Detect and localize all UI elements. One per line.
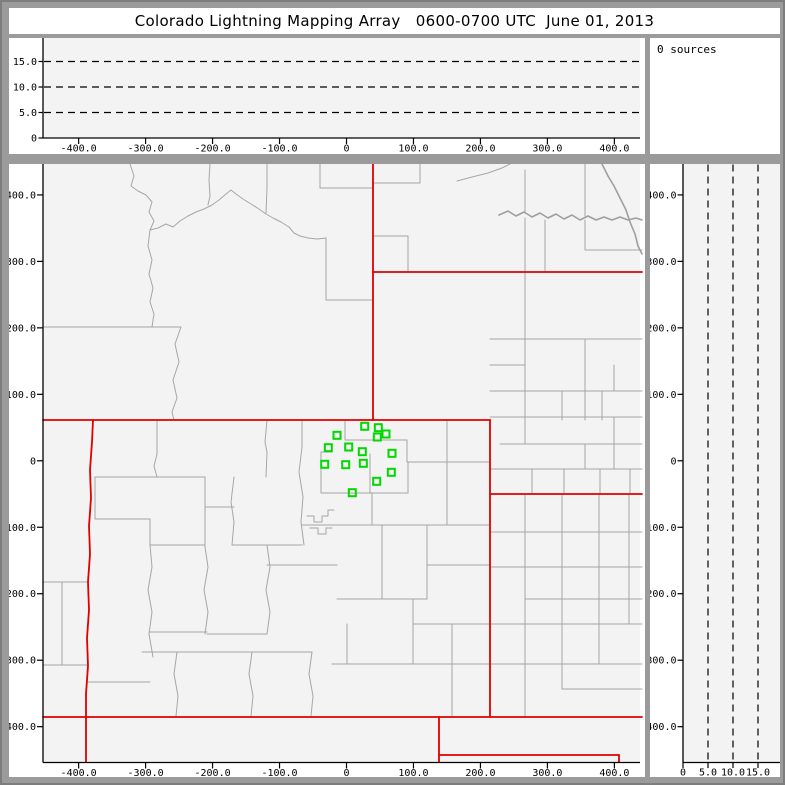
map-x-tick-label: -100.0 xyxy=(261,768,297,777)
lma-station-marker xyxy=(360,421,370,431)
map-y-tick-label: 100.0 xyxy=(9,390,36,401)
map-x-tick-label: -300.0 xyxy=(128,768,164,777)
lma-station-marker xyxy=(344,442,354,452)
map-y-tick-label: 0 xyxy=(30,456,36,467)
ns-tick-label: -400.0 xyxy=(650,722,677,733)
county-border xyxy=(129,164,327,240)
altitude-ew-panel: 0 5.0 10.0 15.0 -400.0 -300.0 -200.0 -100.0 0 100… xyxy=(9,38,645,154)
map-x-tick-label: -200.0 xyxy=(194,768,230,777)
altitude-ew-plot[interactable]: 0 5.0 10.0 15.0 -400.0 -300.0 -200.0 -100.0 0 100… xyxy=(9,38,645,154)
county-border xyxy=(203,546,209,635)
map-y-tick-label: -400.0 xyxy=(9,722,36,733)
county-border xyxy=(230,476,235,546)
ew-tick-label: 200.0 xyxy=(465,144,495,155)
lma-station-marker xyxy=(372,432,382,442)
lma-station-marker xyxy=(341,460,351,470)
ns-tick-label: 300.0 xyxy=(650,257,677,268)
ns-tick-label: -200.0 xyxy=(650,589,677,600)
ew-tick-label: -300.0 xyxy=(128,144,164,155)
county-border xyxy=(248,651,254,717)
title-bar: Colorado Lightning Mapping Array 0600-07… xyxy=(9,8,780,34)
alt-tick-label: 15.0 xyxy=(746,768,770,778)
ew-tick-label: 400.0 xyxy=(599,144,629,155)
map-x-tick-label: 0 xyxy=(343,768,349,777)
county-border xyxy=(207,164,211,206)
county-border xyxy=(265,544,271,635)
map-x-tick-label: 400.0 xyxy=(599,768,629,777)
county-border xyxy=(308,651,314,717)
lma-station-marker xyxy=(381,429,391,439)
county-border xyxy=(171,326,182,421)
lma-station-marker xyxy=(357,447,367,457)
county-border xyxy=(153,419,158,478)
county-border xyxy=(298,419,305,546)
county-border xyxy=(173,651,179,717)
lma-station-marker xyxy=(373,423,383,433)
map-x-tick-label: 100.0 xyxy=(398,768,428,777)
map-y-tick-label: -300.0 xyxy=(9,656,36,667)
alt-tick-label: 0 xyxy=(31,134,37,145)
alt-tick-label: 10.0 xyxy=(721,768,745,778)
lma-station-marker xyxy=(323,443,333,453)
river-line xyxy=(601,164,643,255)
ew-tick-label: 0 xyxy=(343,144,349,155)
county-border xyxy=(147,544,154,658)
river-line xyxy=(498,210,643,221)
plan-view-panel: 400.0 300.0 200.0 100.0 0 -100.0 -200.0 -300.0 -… xyxy=(9,164,645,777)
ns-tick-label: 400.0 xyxy=(650,190,677,201)
ns-tick-label: -100.0 xyxy=(650,523,677,534)
alt-tick-label: 15.0 xyxy=(13,57,37,68)
alt-tick-label: 5.0 xyxy=(19,108,37,119)
map-y-tick-label: 200.0 xyxy=(9,323,36,334)
map-x-tick-label: -400.0 xyxy=(61,768,97,777)
state-border xyxy=(85,419,94,763)
lma-station-marker xyxy=(372,476,382,486)
page-title: Colorado Lightning Mapping Array 0600-07… xyxy=(134,12,655,30)
ns-tick-label: 0 xyxy=(670,456,676,467)
alt-ns-plot-area xyxy=(683,164,780,762)
lma-station-marker xyxy=(320,459,330,469)
source-count-label: 0 sources xyxy=(657,43,717,56)
ns-tick-label: 200.0 xyxy=(650,323,677,334)
alt-tick-label: 10.0 xyxy=(13,83,37,94)
map-y-tick-label: 400.0 xyxy=(9,190,36,201)
ew-tick-label: -100.0 xyxy=(261,144,297,155)
sources-panel: 0 sources xyxy=(650,38,780,154)
ew-tick-label: -400.0 xyxy=(61,144,97,155)
alt-ew-plot-area xyxy=(43,38,640,138)
alt-tick-label: 5.0 xyxy=(699,768,717,778)
county-border xyxy=(264,419,268,478)
altitude-ns-plot[interactable]: 400.0 300.0 200.0 100.0 0 -100.0 -200.0 -300.0 -… xyxy=(650,164,780,777)
ns-tick-label: 100.0 xyxy=(650,390,677,401)
ew-tick-label: -200.0 xyxy=(194,144,230,155)
map-x-tick-label: 200.0 xyxy=(465,768,495,777)
map-y-tick-label: -200.0 xyxy=(9,589,36,600)
county-border xyxy=(309,527,333,535)
lma-station-marker xyxy=(347,488,357,498)
plan-view-map[interactable]: 400.0 300.0 200.0 100.0 0 -100.0 -200.0 -300.0 -… xyxy=(9,164,645,777)
county-border xyxy=(265,164,268,214)
alt-tick-label: 0 xyxy=(680,768,686,778)
map-y-tick-label: 300.0 xyxy=(9,257,36,268)
county-border xyxy=(306,509,335,523)
map-x-tick-label: 300.0 xyxy=(532,768,562,777)
lma-station-marker xyxy=(332,430,342,440)
ew-tick-label: 100.0 xyxy=(398,144,428,155)
county-border xyxy=(147,229,155,328)
county-border xyxy=(456,164,511,182)
map-y-tick-label: -100.0 xyxy=(9,523,36,534)
lma-station-marker xyxy=(387,448,397,458)
lma-station-marker xyxy=(358,458,368,468)
lma-station-marker xyxy=(386,467,396,477)
ns-tick-label: -300.0 xyxy=(650,656,677,667)
ew-tick-label: 300.0 xyxy=(532,144,562,155)
altitude-ns-panel: 400.0 300.0 200.0 100.0 0 -100.0 -200.0 -300.0 -… xyxy=(650,164,780,777)
